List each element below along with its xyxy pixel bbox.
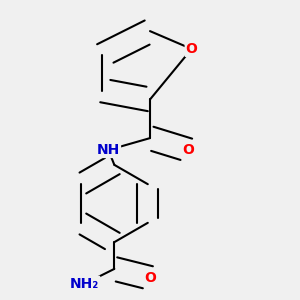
Text: NH: NH xyxy=(97,143,120,157)
Text: O: O xyxy=(183,143,195,157)
Text: NH₂: NH₂ xyxy=(70,277,99,291)
Text: O: O xyxy=(186,42,197,56)
Text: O: O xyxy=(144,271,156,285)
